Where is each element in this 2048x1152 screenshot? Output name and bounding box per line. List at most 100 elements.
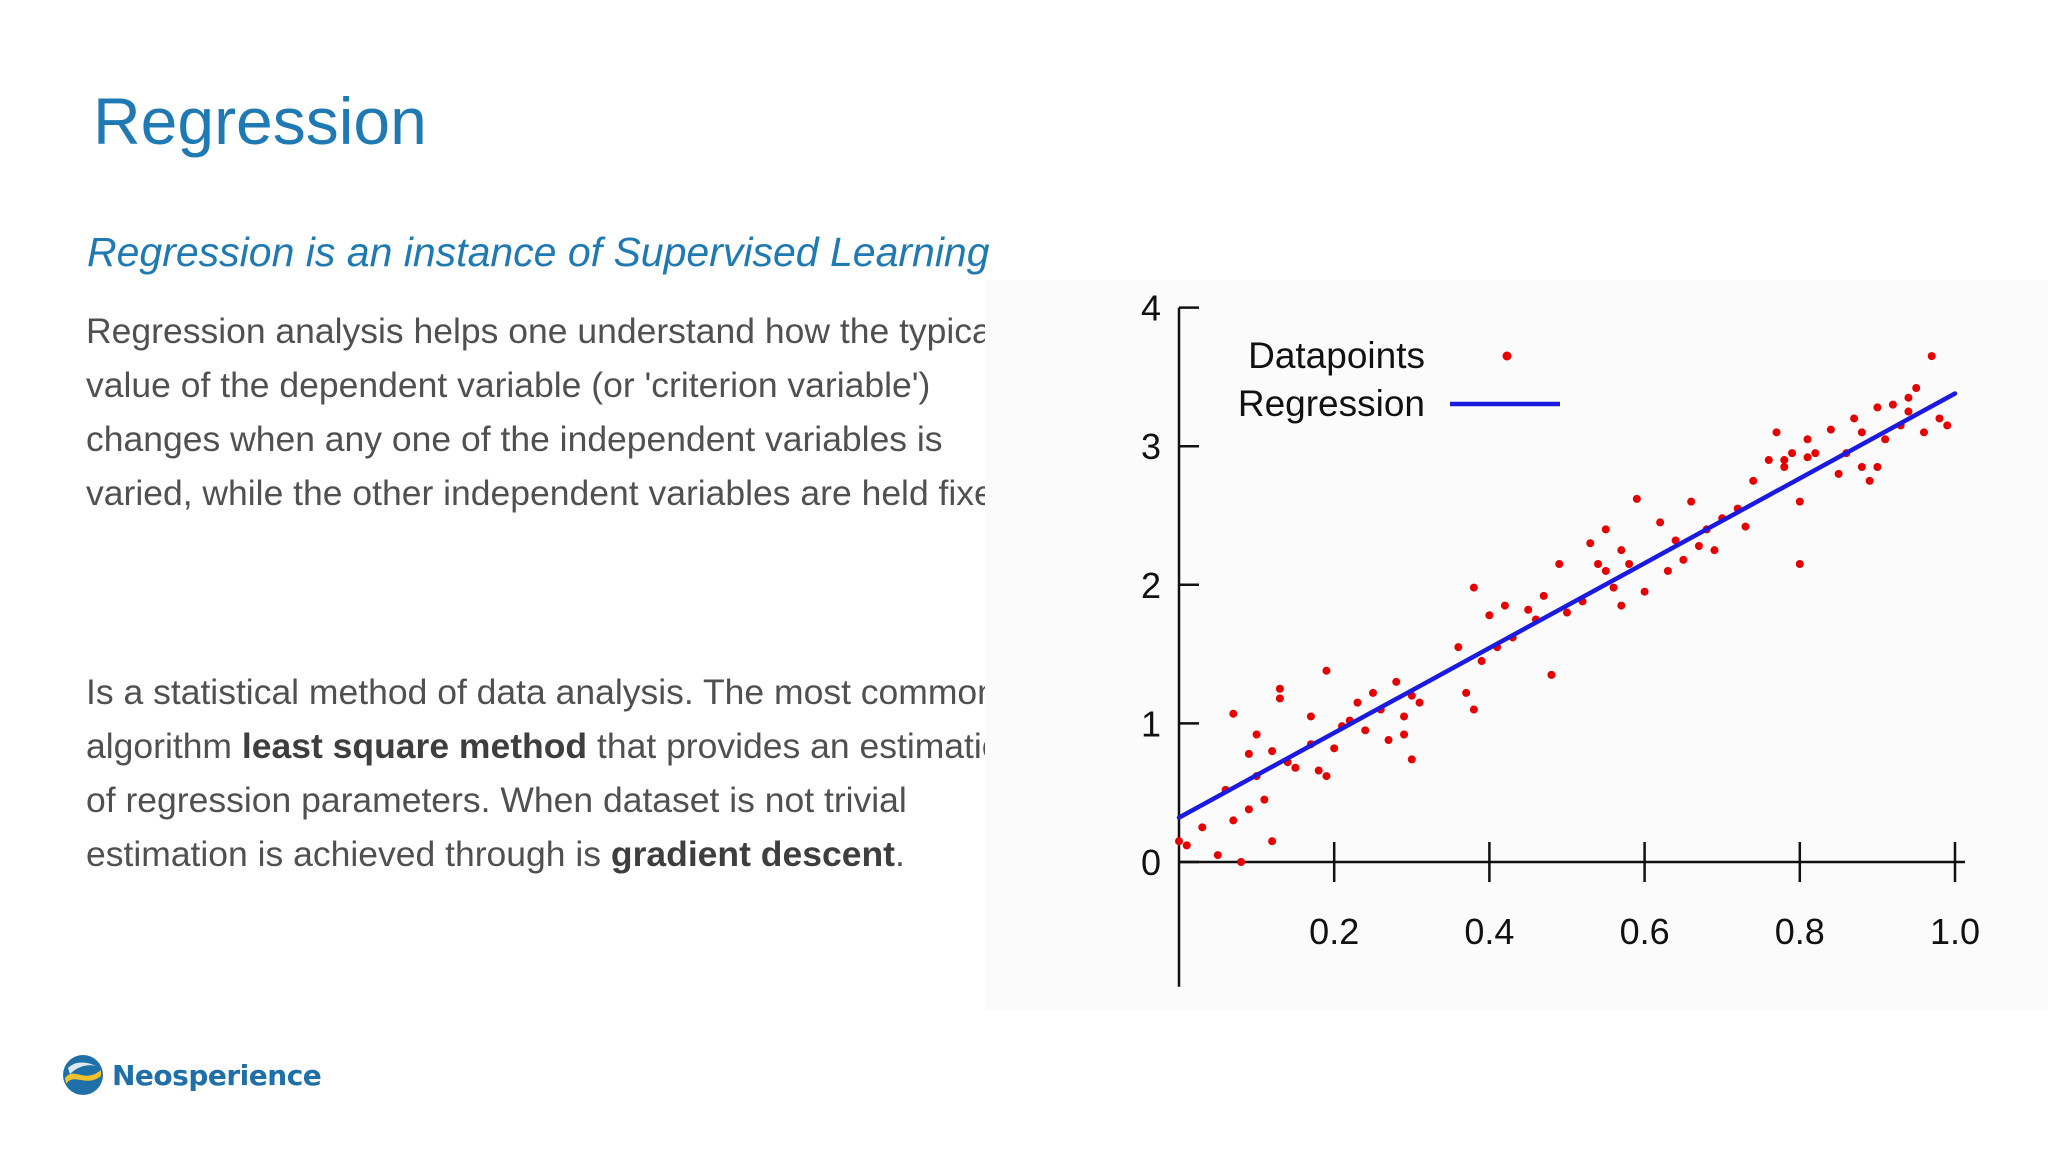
data-point bbox=[1694, 541, 1703, 550]
logo-text: Neosperience bbox=[112, 1058, 322, 1092]
data-point bbox=[1826, 425, 1835, 434]
paragraph2-text-2: that provides an estimation of regressio… bbox=[86, 726, 1022, 874]
data-point bbox=[1229, 816, 1238, 825]
data-point bbox=[1306, 712, 1315, 721]
neosperience-logo: Neosperience bbox=[62, 1052, 322, 1098]
regression-chart: 0 1 2 3 4 0.2 0.4 0.6 0.8 1.0 Datapoints Regression bbox=[985, 280, 2048, 1010]
data-point bbox=[1353, 698, 1362, 707]
neosperience-logo-icon bbox=[63, 1055, 103, 1095]
data-point bbox=[1857, 428, 1866, 437]
y-tick-label: 1 bbox=[1141, 703, 1161, 744]
data-point bbox=[1182, 841, 1191, 850]
data-point bbox=[1834, 469, 1843, 478]
data-point bbox=[1244, 805, 1253, 814]
data-point bbox=[1873, 462, 1882, 471]
regression-line bbox=[1176, 391, 1958, 820]
data-point bbox=[1555, 560, 1564, 569]
data-point bbox=[1904, 393, 1913, 402]
data-point bbox=[1369, 688, 1377, 697]
data-point bbox=[1384, 736, 1393, 745]
data-point bbox=[1795, 497, 1804, 506]
legend-label-datapoints: Datapoints bbox=[1248, 335, 1425, 376]
x-tick-label: 0.6 bbox=[1620, 911, 1670, 952]
data-point bbox=[1275, 694, 1284, 703]
data-point bbox=[1780, 456, 1789, 465]
data-point bbox=[1927, 352, 1936, 361]
data-point bbox=[1198, 823, 1207, 832]
data-point bbox=[1268, 747, 1277, 756]
data-point bbox=[1749, 476, 1758, 485]
y-tick-label: 4 bbox=[1141, 288, 1161, 329]
y-tick-label: 2 bbox=[1141, 565, 1161, 606]
data-point bbox=[1454, 643, 1463, 652]
data-point bbox=[1594, 560, 1603, 569]
data-point bbox=[1609, 583, 1618, 592]
data-point bbox=[1617, 546, 1626, 555]
least-square-method-emphasis: least square method bbox=[241, 726, 588, 766]
data-point bbox=[1469, 705, 1478, 714]
data-point bbox=[1741, 522, 1750, 531]
data-point bbox=[1392, 677, 1401, 686]
x-tick-label: 1.0 bbox=[1930, 911, 1980, 952]
data-point bbox=[1919, 428, 1928, 437]
data-point bbox=[1237, 858, 1246, 866]
legend-label-regression: Regression bbox=[1238, 383, 1425, 424]
data-point bbox=[1803, 453, 1812, 462]
data-point bbox=[1625, 560, 1634, 569]
data-point bbox=[1291, 763, 1300, 772]
data-point bbox=[1881, 435, 1890, 444]
data-point bbox=[1935, 414, 1944, 423]
data-point bbox=[1656, 518, 1665, 527]
data-point bbox=[1229, 709, 1238, 718]
data-point bbox=[1586, 539, 1595, 548]
data-point bbox=[1788, 449, 1797, 458]
data-point bbox=[1865, 476, 1874, 485]
data-point bbox=[1469, 583, 1478, 592]
data-point bbox=[1873, 403, 1882, 412]
data-point bbox=[1314, 766, 1323, 775]
data-point bbox=[1904, 407, 1913, 416]
data-point bbox=[1524, 605, 1533, 614]
data-point bbox=[1462, 688, 1471, 697]
data-point bbox=[1780, 462, 1789, 471]
x-tick-label: 0.2 bbox=[1309, 911, 1359, 952]
data-point bbox=[1811, 449, 1820, 458]
data-point bbox=[1772, 428, 1781, 437]
data-point bbox=[1671, 536, 1680, 545]
x-tick-label: 0.8 bbox=[1775, 911, 1825, 952]
slide-title: Regression bbox=[93, 84, 427, 158]
data-point bbox=[1663, 566, 1672, 575]
data-point bbox=[1477, 657, 1486, 666]
data-point bbox=[1400, 730, 1409, 739]
paragraph-regression-analysis: Regression analysis helps one understand… bbox=[86, 311, 1024, 513]
gradient-descent-emphasis: gradient descent bbox=[610, 834, 895, 874]
data-point bbox=[1361, 726, 1370, 735]
data-point bbox=[1252, 730, 1261, 739]
x-tick-label: 0.4 bbox=[1464, 911, 1514, 952]
y-tick-label: 3 bbox=[1141, 426, 1161, 467]
data-point bbox=[1803, 435, 1812, 444]
data-point bbox=[1857, 462, 1866, 471]
data-point bbox=[1485, 611, 1494, 620]
slide-subtitle: Regression is an instance of Supervised … bbox=[87, 229, 990, 275]
data-point bbox=[1601, 525, 1610, 534]
data-point bbox=[1943, 421, 1952, 430]
data-point bbox=[1687, 497, 1696, 506]
data-point bbox=[1400, 712, 1409, 721]
regression-chart-svg: 0 1 2 3 4 0.2 0.4 0.6 0.8 1.0 Datapoints Regression bbox=[1141, 288, 1980, 987]
data-point bbox=[1601, 566, 1610, 575]
data-point bbox=[1679, 555, 1688, 564]
data-point bbox=[1322, 666, 1331, 675]
data-point bbox=[1764, 456, 1773, 465]
data-point bbox=[1330, 744, 1339, 753]
data-point bbox=[1850, 414, 1859, 423]
data-point bbox=[1539, 591, 1548, 600]
data-point bbox=[1244, 749, 1253, 758]
data-point bbox=[1407, 755, 1416, 764]
data-point bbox=[1617, 601, 1626, 610]
legend-marker-datapoints bbox=[1502, 351, 1512, 361]
data-point bbox=[1213, 851, 1222, 860]
data-point bbox=[1563, 608, 1571, 617]
data-point bbox=[1632, 494, 1641, 503]
data-point bbox=[1415, 698, 1424, 707]
